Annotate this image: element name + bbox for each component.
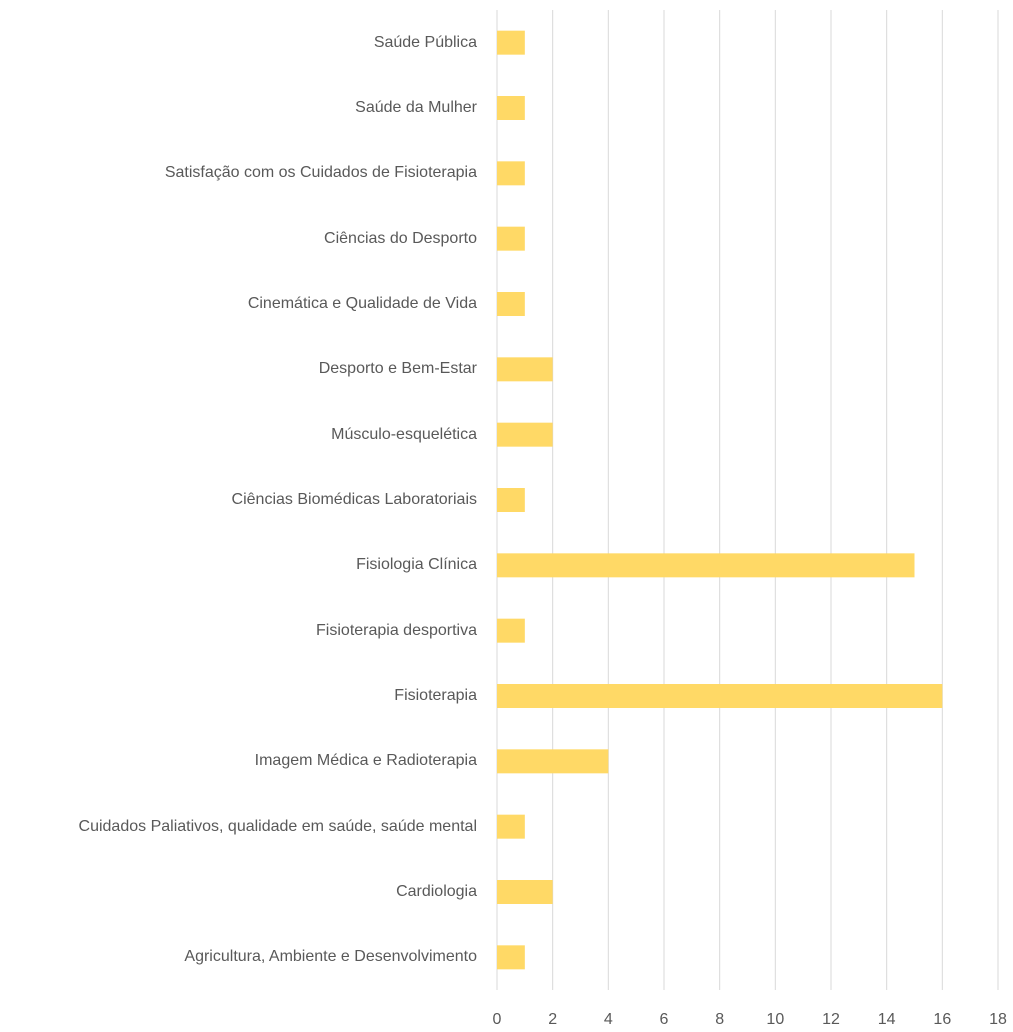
y-tick-label: Fisioterapia desportiva: [316, 621, 477, 639]
y-tick-label: Imagem Médica e Radioterapia: [254, 752, 477, 770]
bar: [497, 226, 525, 251]
bar: [497, 684, 943, 708]
x-tick-label: 0: [493, 1011, 502, 1028]
x-tick-label: 8: [715, 1011, 724, 1028]
y-tick-label: Desporto e Bem-Estar: [318, 360, 477, 378]
x-tick-label: 4: [604, 1011, 613, 1028]
y-tick-label: Fisioterapia: [394, 687, 477, 704]
y-tick-label: Satisfação com os Cuidados de Fisioterap…: [164, 164, 477, 182]
y-tick-label: Ciências do Desporto: [324, 229, 477, 247]
x-tick-label: 14: [878, 1011, 896, 1028]
bar: [497, 292, 525, 316]
bar: [497, 553, 915, 578]
x-tick-label: 12: [822, 1011, 840, 1028]
bar: [497, 814, 525, 839]
x-tick-label: 6: [660, 1011, 669, 1028]
bar: [497, 96, 525, 120]
x-tick-label: 18: [989, 1011, 1007, 1028]
x-tick-label: 2: [548, 1011, 557, 1028]
x-tick-label: 10: [766, 1011, 784, 1028]
bar: [497, 880, 553, 904]
y-tick-label: Cardiologia: [396, 883, 477, 900]
y-tick-label: Músculo-esquelética: [331, 425, 477, 443]
bar: [497, 945, 525, 970]
bar: [497, 422, 553, 447]
bar: [497, 161, 525, 186]
x-tick-label: 16: [933, 1011, 951, 1028]
y-tick-label: Saúde Pública: [373, 33, 477, 51]
y-tick-label: Fisiologia Clínica: [356, 556, 477, 574]
bar: [497, 618, 525, 643]
y-tick-label: Cinemática e Qualidade de Vida: [247, 295, 477, 312]
bar: [497, 357, 553, 382]
y-tick-label: Ciências Biomédicas Laboratoriais: [231, 491, 477, 508]
y-tick-label: Agricultura, Ambiente e Desenvolvimento: [184, 948, 477, 966]
y-tick-label: Cuidados Paliativos, qualidade em saúde,…: [78, 817, 477, 835]
bar: [497, 488, 525, 512]
y-tick-label: Saúde da Mulher: [355, 99, 477, 116]
bar: [497, 749, 609, 774]
bar: [497, 30, 525, 55]
